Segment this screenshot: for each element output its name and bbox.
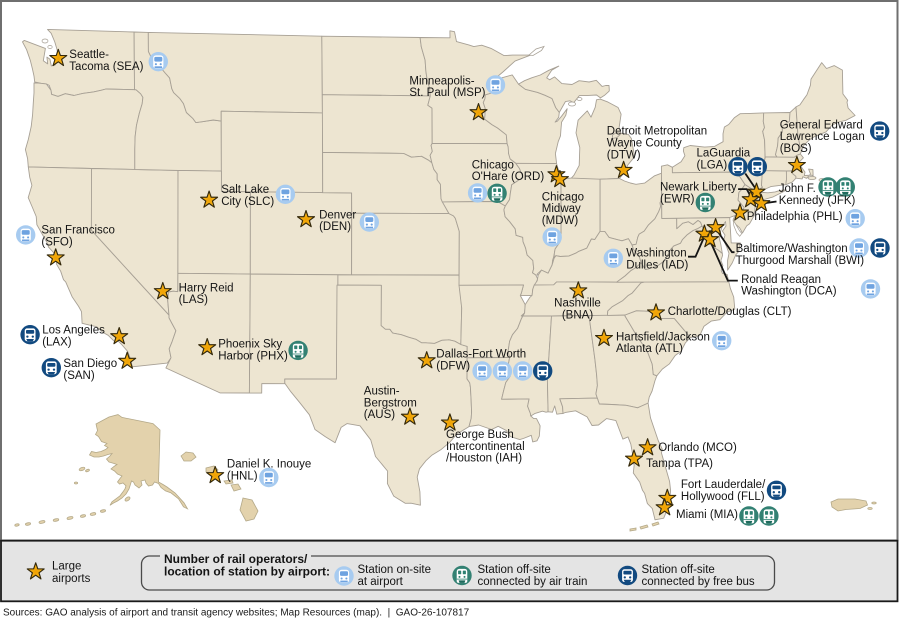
svg-text:George Bush: George Bush	[446, 429, 514, 441]
svg-text:Atlanta (ATL): Atlanta (ATL)	[616, 343, 683, 355]
svg-text:Salt Lake: Salt Lake	[221, 184, 269, 196]
svg-text:Austin-: Austin-	[364, 386, 400, 398]
svg-text:Washington (DCA): Washington (DCA)	[741, 286, 837, 298]
svg-text:(DFW): (DFW)	[436, 361, 470, 373]
svg-text:Bergstrom: Bergstrom	[364, 397, 417, 409]
svg-text:airports: airports	[52, 573, 91, 585]
svg-text:Station off-site: Station off-site	[642, 564, 715, 576]
svg-text:Minneapolis-: Minneapolis-	[409, 75, 474, 87]
svg-text:(LGA): (LGA)	[697, 160, 728, 172]
svg-text:Charlotte/Douglas (CLT): Charlotte/Douglas (CLT)	[668, 306, 792, 318]
svg-text:(BNA): (BNA)	[562, 310, 593, 322]
svg-text:Seattle-: Seattle-	[69, 49, 109, 61]
svg-text:Sources: GAO analysis of airpo: Sources: GAO analysis of airport and tra…	[3, 608, 470, 619]
svg-text:Ronald Reagan: Ronald Reagan	[741, 274, 821, 286]
svg-text:(DTW): (DTW)	[607, 149, 641, 161]
svg-text:Harbor (PHX): Harbor (PHX)	[218, 350, 288, 362]
svg-text:Detroit Metropolitan: Detroit Metropolitan	[607, 126, 707, 138]
svg-text:Daniel K. Inouye: Daniel K. Inouye	[227, 459, 311, 471]
svg-text:John F.: John F.	[779, 183, 816, 195]
svg-text:location of station by airport: location of station by airport:	[164, 565, 330, 579]
svg-text:(SFO): (SFO)	[41, 236, 72, 248]
svg-text:Thurgood Marshall (BWI): Thurgood Marshall (BWI)	[736, 255, 865, 267]
svg-text:St. Paul (MSP): St. Paul (MSP)	[409, 87, 485, 99]
svg-text:Large: Large	[52, 561, 81, 573]
svg-text:(HNL): (HNL)	[227, 470, 258, 482]
svg-text:Newark Liberty: Newark Liberty	[660, 182, 737, 194]
svg-text:(DEN): (DEN)	[319, 221, 351, 233]
svg-text:Baltimore/Washington: Baltimore/Washington	[736, 243, 848, 255]
svg-text:Wayne County: Wayne County	[607, 138, 682, 150]
svg-text:Harry Reid: Harry Reid	[179, 282, 234, 294]
svg-text:Denver: Denver	[319, 209, 356, 221]
svg-text:Nashville: Nashville	[554, 298, 601, 310]
svg-text:Lawrence Logan: Lawrence Logan	[780, 131, 865, 143]
svg-text:Chicago: Chicago	[542, 191, 584, 203]
svg-text:Station on-site: Station on-site	[358, 564, 432, 576]
svg-text:San Diego: San Diego	[63, 358, 117, 370]
svg-text:Phoenix Sky: Phoenix Sky	[218, 339, 282, 351]
svg-text:connected by free bus: connected by free bus	[642, 576, 755, 588]
svg-text:(EWR): (EWR)	[660, 194, 695, 206]
svg-text:Washington: Washington	[626, 248, 686, 260]
svg-text:Intercontinental: Intercontinental	[446, 441, 525, 453]
svg-text:Station off-site: Station off-site	[478, 564, 551, 576]
svg-text:/Houston (IAH): /Houston (IAH)	[446, 453, 522, 465]
svg-text:Philadelphia (PHL): Philadelphia (PHL)	[747, 211, 843, 223]
svg-text:at airport: at airport	[358, 576, 404, 588]
svg-text:Fort Lauderdale/: Fort Lauderdale/	[681, 479, 766, 491]
svg-text:(BOS): (BOS)	[780, 143, 812, 155]
svg-text:Kennedy (JFK): Kennedy (JFK)	[779, 195, 856, 207]
svg-text:Midway: Midway	[542, 203, 581, 215]
svg-text:San Francisco: San Francisco	[41, 225, 115, 237]
svg-text:Tacoma (SEA): Tacoma (SEA)	[69, 61, 143, 73]
svg-text:Dallas-Fort Worth: Dallas-Fort Worth	[436, 349, 526, 361]
svg-text:Dulles (IAD): Dulles (IAD)	[626, 260, 688, 272]
svg-text:LaGuardia: LaGuardia	[697, 148, 751, 160]
svg-text:connected by air train: connected by air train	[478, 576, 588, 588]
svg-text:Chicago: Chicago	[472, 159, 514, 171]
svg-text:General Edward: General Edward	[780, 119, 863, 131]
svg-text:(LAX): (LAX)	[42, 336, 72, 348]
svg-text:Los Angeles: Los Angeles	[42, 325, 105, 337]
svg-text:Orlando (MCO): Orlando (MCO)	[658, 442, 737, 454]
svg-text:Tampa (TPA): Tampa (TPA)	[646, 458, 713, 470]
svg-text:Miami (MIA): Miami (MIA)	[676, 509, 738, 521]
svg-text:(MDW): (MDW)	[542, 215, 579, 227]
svg-text:(AUS): (AUS)	[364, 409, 395, 421]
svg-text:Number of rail operators/: Number of rail operators/	[164, 552, 308, 566]
svg-text:(SAN): (SAN)	[63, 370, 94, 382]
svg-text:Hartsfield/Jackson: Hartsfield/Jackson	[616, 331, 710, 343]
svg-text:Hollywood (FLL): Hollywood (FLL)	[681, 491, 765, 503]
svg-text:O'Hare (ORD): O'Hare (ORD)	[472, 171, 545, 183]
svg-text:(LAS): (LAS)	[179, 294, 209, 306]
svg-text:City (SLC): City (SLC)	[221, 196, 274, 208]
